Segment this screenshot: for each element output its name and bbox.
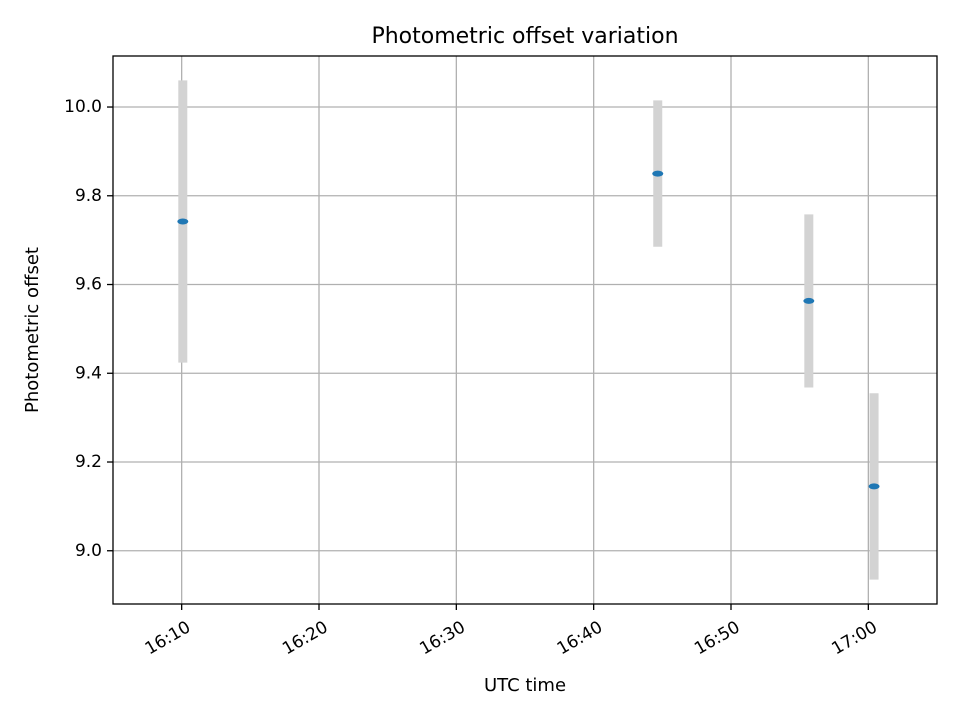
x-tick-label: 17:00 [828,617,880,659]
x-tick-label: 16:20 [279,617,331,659]
data-points [177,80,880,580]
y-tick-label: 10.0 [64,97,102,117]
y-tick-label: 9.2 [75,452,102,472]
y-axis-label: Photometric offset [22,247,43,413]
data-point [177,218,189,225]
y-tick-label: 9.4 [75,363,102,383]
plot-frame [112,55,938,605]
y-tick-label: 9.6 [75,275,102,295]
x-tick-label: 16:10 [142,617,194,659]
grid-lines [113,56,937,604]
x-axis-label: UTC time [484,675,566,696]
y-tick-label: 9.8 [75,186,102,206]
y-tick-label: 9.0 [75,541,102,561]
x-tick-label: 16:30 [416,617,468,659]
x-tick-label: 16:50 [691,617,743,659]
data-point [803,297,815,304]
data-point [652,170,664,177]
chart-title: Photometric offset variation [371,24,678,49]
data-point [868,483,880,490]
x-tick-label: 16:40 [554,617,606,659]
